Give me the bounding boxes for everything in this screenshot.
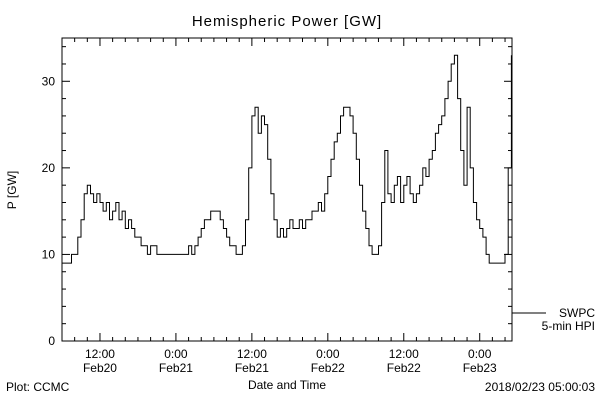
x-tick-date-label: Feb22: [387, 361, 421, 375]
x-tick-time-label: 0:00: [316, 347, 340, 361]
x-tick-time-label: 12:00: [85, 347, 115, 361]
x-tick-date-label: Feb20: [83, 361, 117, 375]
plot-credit: Plot: CCMC: [6, 380, 70, 394]
x-tick-time-label: 0:00: [164, 347, 188, 361]
legend-series-desc: 5-min HPI: [542, 319, 595, 333]
x-tick-date-label: Feb21: [235, 361, 269, 375]
y-tick-label: 20: [42, 161, 56, 175]
legend-series-name: SWPC: [559, 306, 595, 320]
x-tick-date-label: Feb21: [159, 361, 193, 375]
x-tick-time-label: 0:00: [468, 347, 492, 361]
y-tick-label: 10: [42, 247, 56, 261]
y-tick-label: 0: [48, 334, 55, 348]
x-tick-time-label: 12:00: [237, 347, 267, 361]
y-tick-label: 30: [42, 74, 56, 88]
plot-border: [61, 37, 513, 342]
x-tick-date-label: Feb23: [463, 361, 497, 375]
x-tick-time-label: 12:00: [389, 347, 419, 361]
plot-timestamp: 2018/02/23 05:00:03: [485, 380, 595, 394]
y-axis-label: P [GW]: [5, 171, 19, 209]
chart-title: Hemispheric Power [GW]: [192, 13, 382, 30]
plot-area: 010203012:00Feb200:00Feb2112:00Feb210:00…: [42, 38, 512, 375]
x-axis-label: Date and Time: [248, 378, 326, 392]
x-tick-date-label: Feb22: [311, 361, 345, 375]
hpi-data-line: [62, 54, 512, 264]
